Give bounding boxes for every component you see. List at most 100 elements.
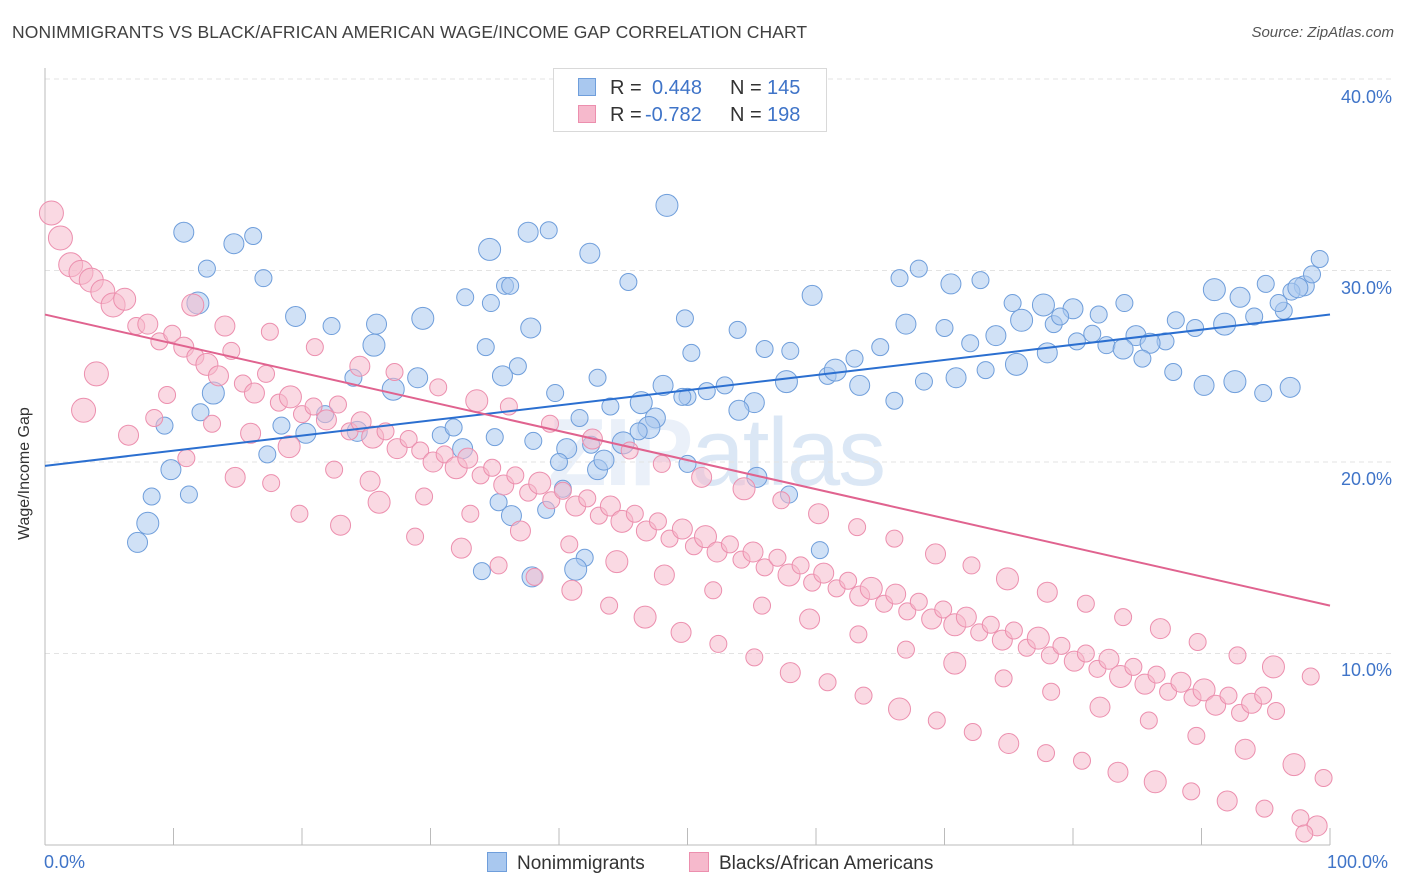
blacks-point: [633, 605, 657, 629]
nonimmigrants-point: [491, 365, 513, 387]
blacks-point: [325, 460, 344, 479]
blacks-point: [137, 313, 159, 335]
blacks-point: [818, 673, 837, 692]
nonimmigrants-point: [1213, 312, 1237, 336]
legend-n-label: N =: [730, 104, 762, 126]
nonimmigrants-point: [909, 259, 928, 278]
nonimmigrants-point: [173, 221, 195, 243]
nonimmigrants-point: [444, 418, 463, 437]
blacks-point: [927, 711, 946, 730]
nonimmigrants-point: [1004, 352, 1028, 376]
nonimmigrants-point: [366, 313, 388, 335]
bottom-legend-swatch-blue: [487, 852, 507, 872]
nonimmigrants-point: [895, 313, 917, 335]
blacks-point: [1098, 648, 1120, 670]
legend-n-value: 198: [767, 104, 801, 126]
blacks-point: [1147, 665, 1166, 684]
nonimmigrants-point: [1193, 374, 1215, 396]
blacks-point: [290, 504, 309, 523]
nonimmigrants-point: [1287, 277, 1309, 299]
blacks-point: [509, 520, 531, 542]
nonimmigrants-point: [774, 370, 798, 394]
y-tick-label-20: 20.0%: [1340, 469, 1392, 489]
blacks-point: [528, 471, 552, 495]
nonimmigrants-point: [1279, 376, 1301, 398]
nonimmigrants-point: [1083, 324, 1102, 343]
blacks-point: [203, 414, 222, 433]
blacks-point: [1228, 646, 1247, 665]
nonimmigrants-point: [629, 422, 648, 441]
blacks-point: [1089, 696, 1111, 718]
blacks-point: [158, 385, 177, 404]
blacks-point: [599, 495, 621, 517]
blacks-point: [808, 503, 830, 525]
nonimmigrants-point: [1051, 307, 1070, 326]
nonimmigrants-point: [1245, 307, 1264, 326]
blacks-point: [745, 648, 764, 667]
blacks-point: [943, 651, 967, 675]
nonimmigrants-point: [1166, 311, 1185, 330]
nonimmigrants-point: [976, 361, 995, 380]
blacks-point: [671, 518, 693, 540]
bottom-legend-label-blacks: Blacks/African Americans: [719, 853, 934, 874]
blacks-point: [47, 225, 73, 251]
nonimmigrants-point: [728, 399, 750, 421]
nonimmigrants-point: [579, 242, 601, 264]
nonimmigrants-point: [258, 445, 277, 464]
blacks-point: [429, 378, 448, 397]
blacks-point: [849, 625, 868, 644]
legend-swatch-blue: [578, 78, 596, 96]
blacks-point: [768, 548, 787, 567]
blacks-point: [1182, 782, 1201, 801]
nonimmigrants-point: [935, 318, 954, 337]
blacks-point: [1282, 753, 1306, 777]
nonimmigrants-point: [517, 221, 539, 243]
blacks-point: [648, 512, 667, 531]
blacks-point: [278, 385, 302, 409]
x-tick-label-0: 0.0%: [44, 852, 86, 872]
blacks-point: [214, 315, 236, 337]
blacks-point: [963, 723, 982, 742]
blacks-point: [177, 449, 196, 468]
bottom-legend-label-nonimmigrants: Nonimmigrants: [517, 853, 645, 874]
nonimmigrants-point: [136, 511, 160, 535]
nonimmigrants-point: [1031, 293, 1055, 317]
blacks-point: [888, 697, 912, 721]
blacks-point: [350, 411, 372, 433]
bottom-legend-nonimmigrants: Nonimmigrants: [487, 852, 645, 875]
blacks-point: [1149, 618, 1171, 640]
nonimmigrants-point: [244, 227, 263, 246]
blacks-point: [561, 579, 583, 601]
blacks-point: [457, 447, 479, 469]
blacks-point: [898, 602, 917, 621]
blacks-point: [1076, 644, 1095, 663]
blacks-point: [578, 489, 597, 508]
nonimmigrants-point: [961, 334, 980, 353]
blacks-point: [693, 525, 717, 549]
blacks-point: [465, 389, 489, 413]
blacks-point: [118, 424, 140, 446]
nonimmigrants-point: [619, 272, 638, 291]
nonimmigrants-point: [675, 309, 694, 328]
blacks-point: [791, 556, 810, 575]
blacks-point: [1052, 636, 1071, 655]
blacks-point: [560, 535, 579, 554]
blacks-point: [779, 662, 801, 684]
blacks-point: [732, 477, 756, 501]
nonimmigrants-point: [285, 305, 307, 327]
blacks-point: [1205, 694, 1227, 716]
nonimmigrants-point: [197, 259, 216, 278]
blacks-point: [489, 556, 508, 575]
blacks-point: [1076, 594, 1095, 613]
nonimmigrants-point: [550, 453, 568, 471]
nonimmigrants-point: [1303, 265, 1322, 284]
blacks-point: [399, 430, 418, 449]
blacks-point: [670, 621, 692, 643]
blacks-point: [753, 596, 772, 615]
blacks-point: [1004, 621, 1023, 640]
blacks-point: [720, 535, 739, 554]
nonimmigrants-point: [481, 294, 500, 313]
legend-r-value: -0.782: [645, 104, 702, 126]
blacks-point: [1216, 790, 1238, 812]
chart-title: NONIMMIGRANTS VS BLACK/AFRICAN AMERICAN …: [12, 22, 808, 42]
